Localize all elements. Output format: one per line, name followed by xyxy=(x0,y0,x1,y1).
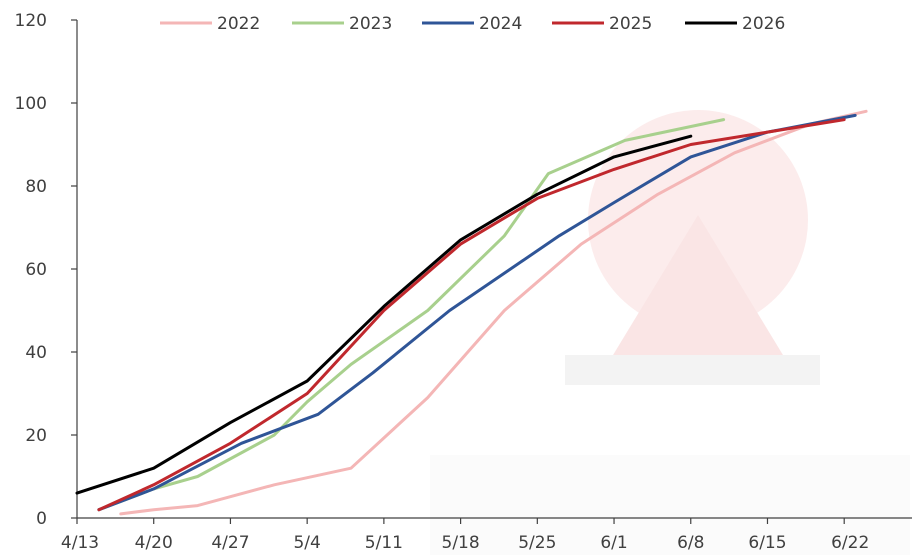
y-tick-label: 100 xyxy=(15,94,47,114)
legend-label-2025: 2025 xyxy=(609,14,652,34)
legend-label-2023: 2023 xyxy=(349,14,392,34)
x-tick-label: 5/4 xyxy=(293,533,320,553)
x-tick-label: 6/22 xyxy=(831,533,869,553)
x-axis-ticks: 4/13 4/20 4/27 5/4 5/11 5/18 5/25 6/1 6/8 6/15 6/2… xyxy=(61,518,869,553)
watermark-logo xyxy=(430,110,910,555)
x-tick-label: 6/1 xyxy=(600,533,627,553)
x-tick-label: 4/27 xyxy=(211,533,249,553)
x-tick-label: 5/11 xyxy=(365,533,403,553)
legend-label-2024: 2024 xyxy=(479,14,522,34)
series-line-2026 xyxy=(75,134,693,495)
x-tick-label: 5/18 xyxy=(442,533,480,553)
y-tick-label: 80 xyxy=(25,177,47,197)
series-line-2022 xyxy=(119,109,868,516)
legend: 2022 2023 2024 2025 2026 xyxy=(160,14,785,34)
series-lines xyxy=(75,109,868,516)
series-line-2024 xyxy=(97,113,857,512)
y-tick-label: 0 xyxy=(36,509,47,529)
y-tick-label: 20 xyxy=(25,426,47,446)
y-tick-label: 120 xyxy=(15,11,47,31)
y-axis-ticks: 0 20 40 60 80 100 120 xyxy=(15,11,77,529)
y-tick-label: 60 xyxy=(25,260,47,280)
legend-label-2026: 2026 xyxy=(742,14,785,34)
series-line-2023 xyxy=(97,118,726,512)
x-tick-label: 6/8 xyxy=(677,533,704,553)
legend-label-2022: 2022 xyxy=(217,14,260,34)
x-tick-label: 6/15 xyxy=(748,533,786,553)
x-tick-label: 5/25 xyxy=(518,533,556,553)
x-tick-label: 4/20 xyxy=(135,533,173,553)
y-tick-label: 40 xyxy=(25,343,47,363)
series-line-2025 xyxy=(97,118,846,512)
x-tick-label: 4/13 xyxy=(61,533,99,553)
